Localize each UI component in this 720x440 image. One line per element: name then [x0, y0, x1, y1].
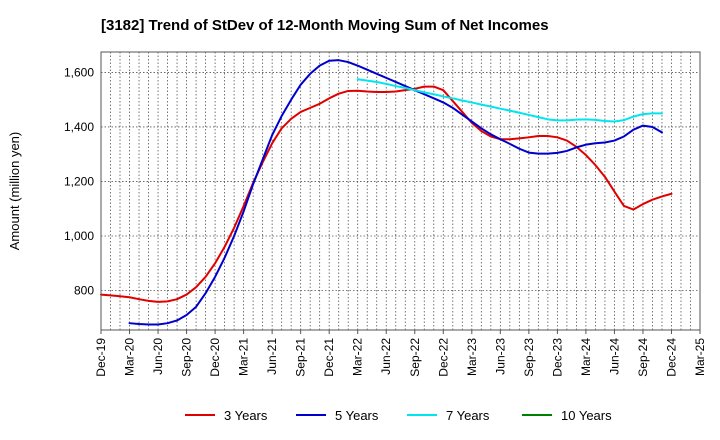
legend: 3 Years 5 Years 7 Years 10 Years — [185, 408, 612, 423]
x-tick-label: Mar-25 — [693, 338, 707, 376]
x-tick-label: Dec-22 — [436, 338, 450, 377]
x-tick-label: Mar-20 — [123, 338, 137, 376]
x-tick-label: Mar-23 — [465, 338, 479, 376]
y-axis-label: Amount (million yen) — [7, 132, 22, 251]
x-tick-label: Mar-24 — [579, 338, 593, 376]
x-tick-label: Dec-21 — [322, 338, 336, 377]
y-tick-label: 1,200 — [64, 174, 94, 188]
y-tick-label: 1,400 — [64, 120, 94, 134]
y-tick-label: 800 — [74, 283, 94, 297]
x-tick-label: Jun-23 — [493, 338, 507, 375]
x-tick-label: Jun-21 — [265, 338, 279, 375]
x-tick-label: Dec-20 — [208, 338, 222, 377]
x-tick-label: Dec-24 — [664, 338, 678, 377]
y-tick-label: 1,000 — [64, 229, 94, 243]
x-tick-label: Mar-22 — [351, 338, 365, 376]
series-line-7-years — [356, 78, 663, 123]
legend-label: 7 Years — [446, 408, 490, 423]
x-tick-label: Dec-19 — [94, 338, 108, 377]
legend-label: 3 Years — [224, 408, 268, 423]
plot-frame — [100, 51, 701, 331]
x-axis: Dec-19 Mar-20 Jun-20 Sep-20 Dec-20 Mar-21 Jun-… — [94, 330, 707, 377]
plot-area — [101, 52, 700, 330]
x-tick-label: Sep-21 — [294, 338, 308, 377]
plot-border — [100, 51, 701, 331]
x-tick-label: Sep-23 — [522, 338, 536, 377]
x-tick-label: Sep-20 — [180, 338, 194, 377]
x-tick-label: Dec-23 — [550, 338, 564, 377]
x-tick-label: Sep-24 — [636, 338, 650, 377]
x-tick-label: Jun-20 — [151, 338, 165, 375]
x-tick-label: Mar-21 — [237, 338, 251, 376]
x-tick-label: Sep-22 — [408, 338, 422, 377]
chart-title: [3182] Trend of StDev of 12-Month Moving… — [101, 17, 549, 34]
legend-label: 10 Years — [561, 408, 612, 423]
series-line-5-years — [128, 59, 663, 326]
plot-background — [101, 52, 700, 330]
x-tick-label: Jun-22 — [379, 338, 393, 375]
x-tick-label: Jun-24 — [607, 338, 621, 375]
y-axis: 800 1,000 1,200 1,400 1,600 — [64, 65, 94, 297]
series-layer — [100, 59, 673, 326]
y-tick-label: 1,600 — [64, 65, 94, 79]
legend-label: 5 Years — [335, 408, 379, 423]
